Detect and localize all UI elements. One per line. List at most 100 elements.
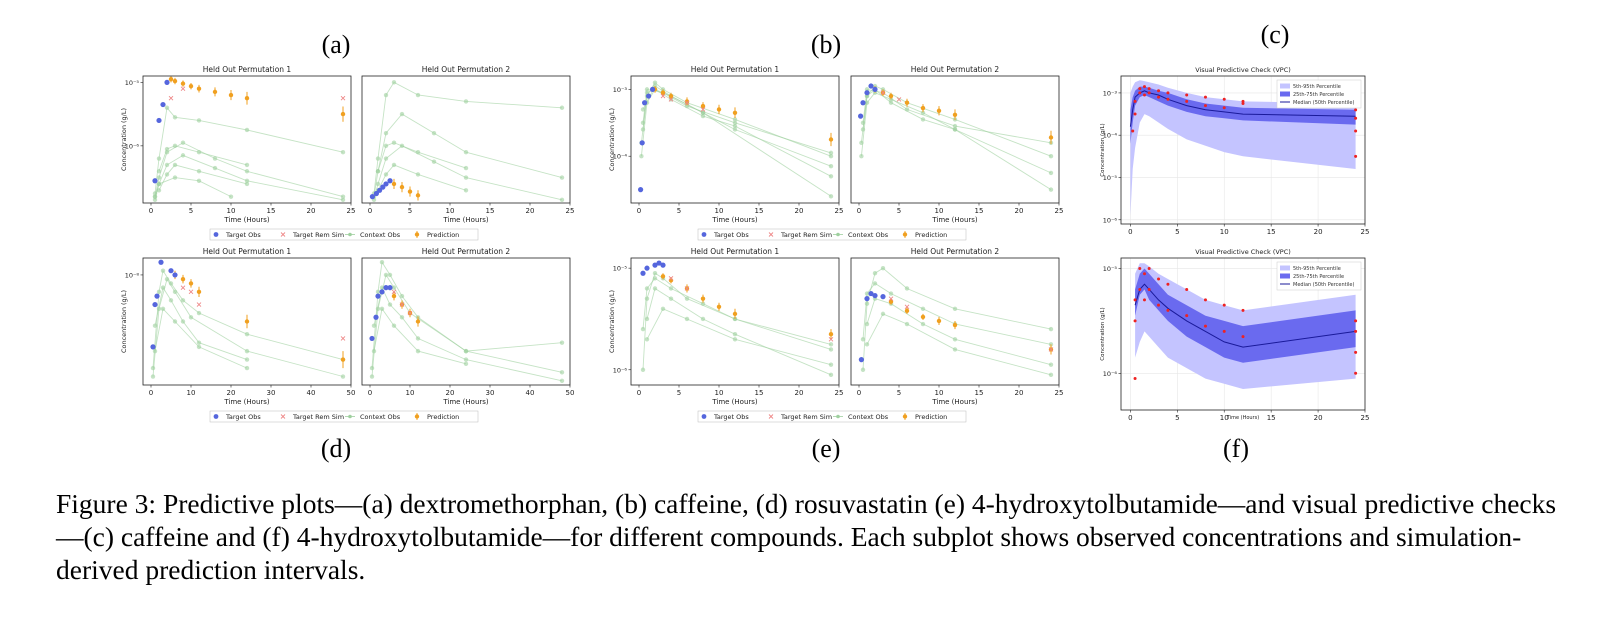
prediction-point	[391, 181, 397, 187]
prediction-point	[244, 319, 250, 324]
context-point	[196, 150, 202, 155]
context-point	[864, 321, 870, 327]
target-obs-point	[369, 194, 375, 200]
context-point	[732, 117, 738, 122]
y-tick-label: 10⁻⁵	[1103, 265, 1118, 273]
x-tick-label: 0	[149, 207, 153, 215]
context-point	[379, 285, 385, 290]
legend-marker-rem	[280, 414, 286, 419]
x-tick-label: 10	[715, 207, 724, 215]
vpc-legend-swatch	[1280, 83, 1290, 89]
observation-point	[1222, 106, 1226, 110]
observation-point	[1241, 101, 1245, 105]
x-axis-label: Time (Hours)	[931, 216, 978, 224]
x-tick-label: 15	[1267, 414, 1276, 422]
context-point	[399, 315, 405, 320]
x-tick-label: 5	[1175, 414, 1179, 422]
context-point	[244, 178, 250, 183]
target-obs-point	[168, 268, 174, 274]
context-point	[888, 291, 894, 296]
x-axis-label: Time (Hours)	[442, 216, 489, 224]
context-point	[180, 153, 186, 158]
context-point	[952, 306, 958, 311]
observation-point	[1203, 324, 1207, 328]
chart-title: Held Out Permutation 2	[911, 65, 1000, 74]
prediction-point	[732, 311, 738, 317]
y-tick-label: 10⁻⁸	[125, 271, 140, 279]
target-obs-point	[164, 79, 170, 85]
context-point	[180, 298, 186, 303]
vpc-legend-swatch	[1280, 273, 1290, 279]
target-obs-point	[369, 335, 375, 342]
panel-label-a: (a)	[321, 30, 351, 59]
x-axis-label: Time (Hours)	[223, 398, 270, 406]
context-point	[391, 140, 397, 145]
context-point	[172, 162, 178, 168]
x-tick-label: 25	[1361, 414, 1370, 422]
context-point	[391, 285, 397, 290]
plot-area	[858, 83, 1054, 192]
x-tick-label: 25	[1361, 228, 1370, 236]
context-point	[920, 306, 926, 311]
legend-box	[697, 228, 967, 241]
context-point	[864, 301, 870, 306]
context-point	[228, 194, 234, 199]
prediction-point	[399, 184, 405, 190]
context-point	[872, 271, 878, 276]
legend-box	[697, 410, 967, 423]
plot-area	[1121, 76, 1365, 224]
observation-point	[1133, 377, 1137, 381]
context-point	[340, 194, 346, 199]
x-tick-label: 20	[795, 389, 804, 397]
chart-a2: 0 5 10 15 20 25 Held Out Permutation 2 Time (Ho…	[361, 65, 575, 224]
context-point	[660, 306, 666, 311]
axes-frame	[1120, 257, 1366, 411]
chart-f: 5th-95th Percentile 25th-75th Percentile M…	[1100, 248, 1369, 422]
legend-label: Context Obs	[360, 413, 401, 421]
x-tick-label: 20	[1015, 389, 1024, 397]
context-point	[340, 374, 346, 379]
context-point	[212, 156, 218, 161]
rem-sim-marker	[700, 107, 706, 112]
observation-point	[1138, 87, 1142, 91]
median-line	[1134, 283, 1356, 348]
context-point	[828, 342, 834, 347]
observation-point	[1147, 91, 1151, 95]
context-point	[1048, 362, 1054, 367]
axes-frame	[1120, 75, 1366, 225]
x-tick-label: 10	[935, 207, 944, 215]
context-point	[156, 188, 162, 193]
observation-point	[1354, 116, 1358, 120]
context-line	[154, 142, 344, 198]
context-point	[399, 293, 405, 299]
context-point	[828, 372, 834, 378]
x-axis-label: Time (Hours)	[442, 398, 489, 406]
vpc-legend-swatch	[1280, 91, 1290, 97]
legend-marker-rem	[280, 232, 286, 237]
observation-point	[1354, 154, 1358, 158]
x-tick-label: 0	[1128, 228, 1132, 236]
legend-label: Prediction	[427, 231, 459, 239]
context-point	[880, 265, 886, 271]
x-tick-label: 25	[566, 207, 575, 215]
target-obs-point	[380, 184, 386, 190]
context-point	[180, 319, 186, 324]
prediction-point	[936, 318, 942, 324]
legend-marker-context-dot	[836, 232, 840, 237]
observation-point	[1166, 91, 1170, 95]
axes-frame	[850, 257, 1060, 386]
observation-point	[1354, 329, 1358, 333]
prediction-point	[196, 86, 202, 91]
prediction-point	[188, 83, 194, 89]
prediction-point	[700, 103, 706, 109]
context-point	[160, 306, 166, 311]
context-point	[196, 344, 202, 350]
prediction-point	[168, 76, 174, 82]
observation-point	[1131, 129, 1135, 133]
legend-marker-target	[701, 414, 707, 419]
context-point	[559, 340, 565, 345]
y-axis-label: Concentration (g/L)	[608, 290, 616, 353]
rem-sim-marker	[399, 302, 405, 307]
legend-marker-target	[213, 232, 219, 237]
context-line	[377, 142, 467, 172]
